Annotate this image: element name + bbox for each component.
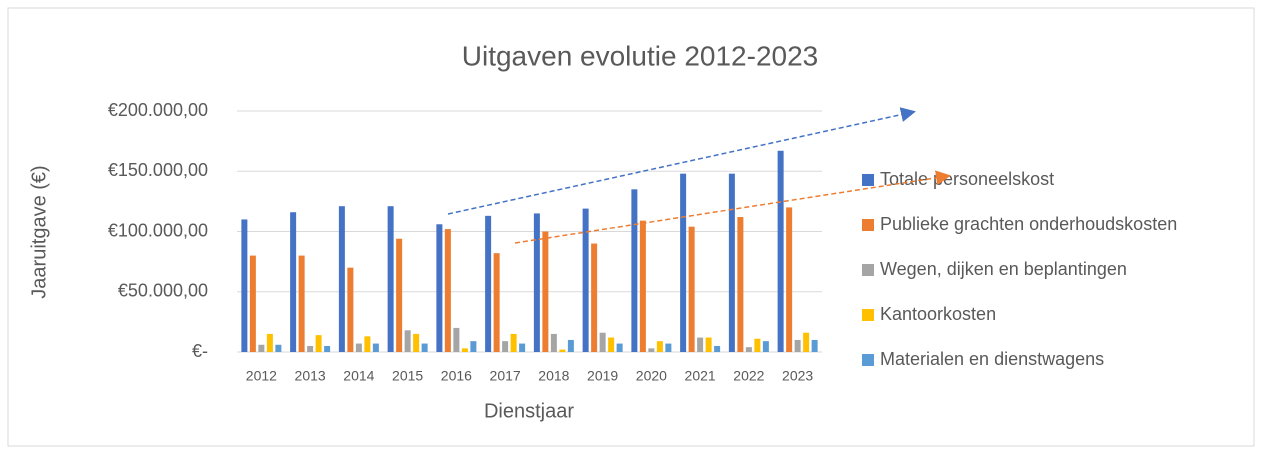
bar (510, 333, 517, 352)
x-tick-label: 2023 (782, 368, 813, 384)
x-tick-label: 2021 (685, 368, 716, 384)
y-tick-label: €100.000,00 (108, 220, 208, 240)
bar (315, 335, 322, 352)
bar (567, 339, 574, 352)
trend-arrow (447, 107, 916, 215)
legend-swatch (862, 219, 874, 231)
bar (290, 212, 297, 352)
legend-swatch (862, 264, 874, 276)
bar (324, 345, 331, 352)
bar (639, 220, 646, 352)
bar (542, 231, 549, 352)
plot: €- €50.000,00 €100.000,00 €150.000,00 €200.0… (108, 100, 1177, 384)
bar (347, 267, 354, 352)
legend-label: Kantoorkosten (880, 304, 996, 324)
bar (608, 337, 615, 352)
bar (436, 224, 443, 352)
bar (754, 338, 761, 352)
bar (745, 347, 752, 352)
bar (338, 206, 345, 352)
y-tick-label: €200.000,00 (108, 100, 208, 120)
bar (444, 229, 451, 352)
bar (396, 238, 403, 352)
trend-arrow (514, 170, 951, 244)
bar (550, 333, 557, 352)
bar (258, 344, 265, 352)
bar (599, 332, 606, 352)
bar (355, 343, 362, 352)
x-tick-label: 2015 (392, 368, 423, 384)
legend-swatch (862, 309, 874, 321)
y-tick-label: €50.000,00 (118, 281, 208, 301)
bar (413, 333, 420, 352)
bar (387, 206, 394, 352)
bar (591, 243, 598, 352)
bar (728, 173, 735, 352)
chart-frame (7, 7, 1255, 447)
bar (762, 341, 769, 352)
y-tick-label: €150.000,00 (108, 160, 208, 180)
chart-title: Uitgaven evolutie 2012-2023 (462, 40, 818, 71)
x-tick-label: 2018 (538, 368, 569, 384)
bar (737, 217, 744, 352)
x-tick-label: 2017 (490, 368, 521, 384)
legend-label: Materialen en dienstwagens (880, 349, 1104, 369)
bar (697, 337, 704, 352)
bar (777, 150, 784, 352)
x-tick-label: 2016 (441, 368, 472, 384)
bar (656, 341, 663, 352)
legend-label: Totale personeelskost (880, 169, 1054, 189)
bar (275, 344, 282, 352)
bar (307, 345, 314, 352)
bar (453, 327, 460, 352)
bar (803, 332, 810, 352)
legend-swatch (862, 174, 874, 186)
bar (298, 255, 305, 352)
bar (786, 207, 793, 352)
x-tick-label: 2019 (587, 368, 618, 384)
bar (519, 343, 526, 352)
bar (665, 343, 672, 352)
legend-swatch (862, 354, 874, 366)
bar (705, 337, 712, 352)
y-tick-label: €- (192, 341, 208, 361)
bar (461, 348, 468, 352)
bar (648, 348, 655, 352)
bar (680, 173, 687, 352)
bar (811, 339, 818, 352)
bar (794, 339, 801, 352)
y-axis-label: Jaaruitgave (€) (28, 165, 50, 298)
bar (714, 345, 721, 352)
x-tick-label: 2014 (343, 368, 374, 384)
bar (404, 330, 411, 352)
bar (533, 213, 540, 352)
bar (372, 343, 379, 352)
x-tick-label: 2022 (733, 368, 764, 384)
bar (502, 341, 509, 352)
x-tick-label: 2013 (295, 368, 326, 384)
bar (493, 253, 500, 352)
x-axis-label: Dienstjaar (484, 400, 574, 422)
legend-label: Wegen, dijken en beplantingen (880, 259, 1127, 279)
bar (582, 208, 589, 352)
bar (485, 215, 492, 352)
legend-label: Publieke grachten onderhoudskosten (880, 214, 1177, 234)
x-tick-label: 2020 (636, 368, 667, 384)
bar (631, 189, 638, 352)
bar (616, 343, 623, 352)
bar (241, 219, 248, 352)
bar (559, 349, 566, 352)
x-tick-label: 2012 (246, 368, 277, 384)
bar (421, 343, 428, 352)
bar (364, 336, 371, 352)
bar (249, 255, 256, 352)
bar (688, 226, 695, 352)
bar (470, 341, 477, 352)
bar (266, 333, 273, 352)
